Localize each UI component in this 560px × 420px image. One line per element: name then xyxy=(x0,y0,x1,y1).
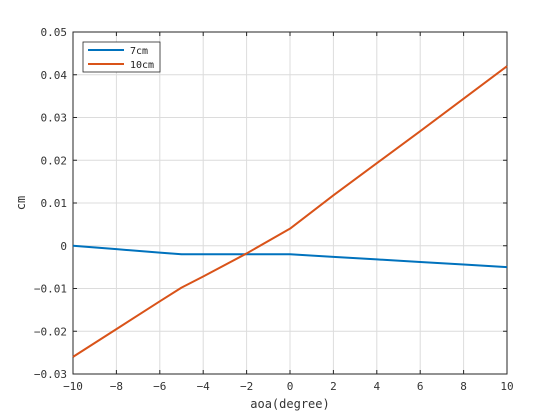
legend-entry-7cm: 7cm xyxy=(130,46,148,57)
x-tick-label: −10 xyxy=(63,380,83,393)
legend: 7cm 10cm xyxy=(82,41,161,73)
y-axis-label: cm xyxy=(14,196,28,210)
series-line-10cm xyxy=(72,65,508,358)
y-tick-label: 0.04 xyxy=(41,69,68,82)
x-tick-label: 2 xyxy=(330,380,337,393)
legend-entry-10cm: 10cm xyxy=(130,60,154,71)
x-tick-label: 6 xyxy=(417,380,424,393)
x-axis-label: aoa(degree) xyxy=(250,397,329,411)
y-tick-label: −0.02 xyxy=(34,325,67,338)
y-tick-label: 0.03 xyxy=(41,112,68,125)
x-tick-label: 0 xyxy=(287,380,294,393)
legend-box xyxy=(82,41,161,73)
x-tick-label: −2 xyxy=(240,380,253,393)
x-tick-label: −4 xyxy=(197,380,211,393)
y-tick-label: 0.02 xyxy=(41,154,68,167)
x-tick-label: 4 xyxy=(373,380,380,393)
x-tick-label: 10 xyxy=(500,380,513,393)
x-tick-label: −8 xyxy=(110,380,123,393)
y-tick-label: 0.01 xyxy=(41,197,68,210)
y-tick-label: 0.05 xyxy=(41,26,68,39)
y-tick-label: 0 xyxy=(60,240,67,253)
series-lines xyxy=(72,65,508,358)
x-tick-label: −6 xyxy=(153,380,166,393)
y-tick-label: −0.01 xyxy=(34,283,67,296)
x-tick-label: 8 xyxy=(460,380,467,393)
axis-ticks: −10 −8 −6 −4 −2 0 2 4 6 8 10 −0.03 −0.02 −0.01 0 0.01 0.… xyxy=(34,26,514,393)
y-tick-label: −0.03 xyxy=(34,368,67,381)
series-line-7cm xyxy=(72,244,508,269)
